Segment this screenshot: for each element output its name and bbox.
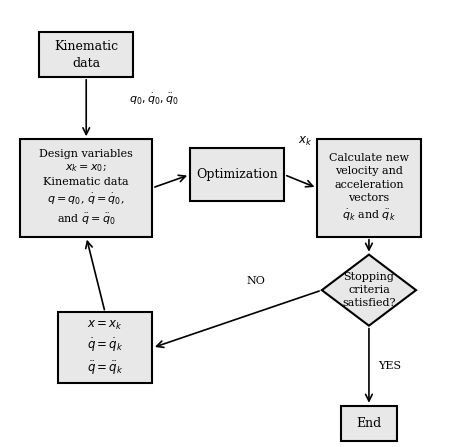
Text: NO: NO xyxy=(246,276,265,286)
FancyBboxPatch shape xyxy=(58,312,152,384)
Text: $q_0, \dot{q}_0, \ddot{q}_0$: $q_0, \dot{q}_0, \ddot{q}_0$ xyxy=(128,92,178,107)
FancyBboxPatch shape xyxy=(39,33,133,77)
Text: $x = x_k$
$\dot{q} = \dot{q}_k$
$\ddot{q} = \ddot{q}_k$: $x = x_k$ $\dot{q} = \dot{q}_k$ $\ddot{q… xyxy=(87,319,123,377)
Text: Stopping
criteria
satisfied?: Stopping criteria satisfied? xyxy=(342,272,396,308)
Text: Calculate new
velocity and
acceleration
vectors
$\dot{q}_k$ and $\ddot{q}_k$: Calculate new velocity and acceleration … xyxy=(329,153,409,223)
Text: End: End xyxy=(356,417,382,430)
FancyBboxPatch shape xyxy=(317,139,421,237)
FancyBboxPatch shape xyxy=(20,139,152,237)
Text: $x_k$: $x_k$ xyxy=(298,135,312,148)
FancyBboxPatch shape xyxy=(190,148,284,201)
Polygon shape xyxy=(322,255,416,326)
Text: Design variables
$x_k = x_0$;
Kinematic data
$q = q_0$, $\dot{q} = \dot{q}_0$,
a: Design variables $x_k = x_0$; Kinematic … xyxy=(39,149,133,227)
FancyBboxPatch shape xyxy=(341,405,397,441)
Text: Kinematic
data: Kinematic data xyxy=(54,40,118,70)
Text: Optimization: Optimization xyxy=(196,168,278,181)
Text: YES: YES xyxy=(378,361,401,371)
